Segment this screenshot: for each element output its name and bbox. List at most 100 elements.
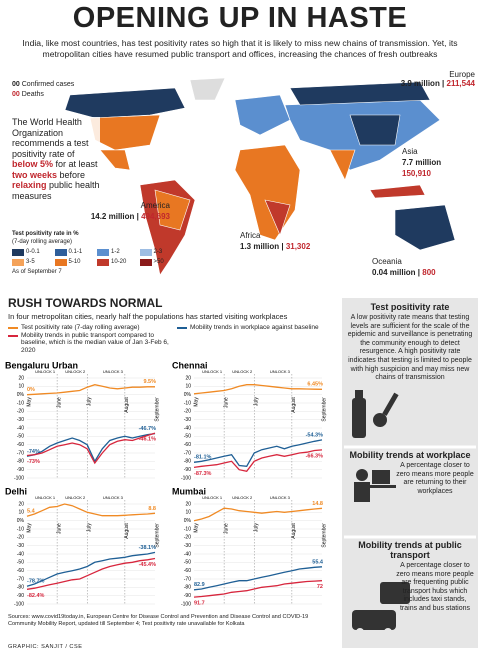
series-line	[193, 580, 323, 598]
y-tick-label: -100	[181, 475, 191, 481]
unlock-label: UNLOCK 1	[35, 369, 56, 374]
chart: Delhi 20 10 0% -10 -20 -30 -40 -50 -60 -70 -80 -90 -1…	[5, 486, 160, 607]
y-tick-label: 10	[18, 384, 24, 390]
legend-line	[8, 334, 18, 337]
unlock-label: UNLOCK 1	[202, 495, 223, 500]
section-title: RUSH TOWARDS NORMAL	[8, 296, 163, 310]
y-tick-label: -60	[17, 568, 24, 574]
value-label: 14.8	[312, 501, 323, 507]
credit: GRAPHIC: SANJIT / CSE	[8, 644, 83, 650]
y-tick-label: -80	[17, 459, 24, 465]
legend-label: Mobility trends in public transport comp…	[21, 331, 169, 354]
y-tick-label: 20	[18, 375, 24, 381]
unlock-label: UNLOCK 2	[232, 495, 253, 500]
legend-swatch	[139, 258, 152, 266]
sidebar-text: A percentage closer to zero means more p…	[396, 462, 474, 495]
value-label: 6.45%	[307, 382, 323, 388]
legend-subtitle: (7-day rolling average)	[12, 239, 73, 245]
value-label: -81.1%	[194, 455, 212, 461]
y-tick-label: 0%	[184, 392, 192, 398]
legend-swatch	[54, 248, 67, 256]
note-emphasis: two weeks	[12, 169, 58, 180]
y-tick-label: -80	[184, 585, 191, 591]
region-deaths: 150,910	[402, 169, 431, 178]
chart-title: Mumbai	[172, 486, 206, 496]
subtitle: India, like most countries, has test pos…	[22, 38, 458, 59]
y-tick-label: -80	[184, 459, 191, 465]
key-label: Confirmed cases	[21, 81, 75, 88]
world-map	[64, 77, 456, 276]
y-tick-label: -80	[17, 585, 24, 591]
region-oceania: Oceania 0.04 million | 800	[372, 257, 436, 277]
legend-label: 0-0.1	[26, 249, 40, 255]
y-tick-label: -60	[17, 442, 24, 448]
legend-swatch	[139, 248, 152, 256]
y-tick-label: -30	[17, 543, 24, 549]
value-label: 72	[317, 584, 323, 590]
unlock-label: UNLOCK 2	[232, 369, 253, 374]
y-tick-label: -10	[184, 400, 191, 406]
legend-title: Test positivity rate in %	[12, 231, 79, 237]
value-label: -73%	[27, 459, 40, 465]
y-tick-label: -60	[184, 568, 191, 574]
value-label: -46.7%	[139, 426, 157, 432]
y-tick-label: -90	[184, 593, 191, 599]
key-sample: 00	[12, 81, 20, 88]
y-tick-label: 10	[18, 510, 24, 516]
region-cases: 3.9 million	[400, 79, 440, 88]
x-tick-label: June	[56, 397, 62, 408]
y-tick-label: -50	[17, 434, 24, 440]
x-tick-label: May	[26, 523, 32, 533]
legend-swatch	[12, 248, 24, 256]
note-emphasis: below 5%	[12, 159, 54, 169]
legend-item: 10-20	[97, 258, 140, 266]
series-line	[26, 432, 156, 465]
region-name: Oceania	[372, 257, 402, 266]
sidebar-title: Test positivity rate	[370, 302, 450, 312]
x-tick-label: June	[223, 397, 229, 408]
x-tick-label: July	[87, 397, 93, 406]
value-label: 82.9	[194, 582, 205, 588]
legend-swatch	[97, 258, 109, 266]
x-tick-label: May	[26, 397, 32, 407]
map-key: 00 Confirmed cases 00 Deaths	[12, 80, 74, 100]
region-america: America 14.2 million | 494,693	[60, 200, 170, 222]
y-tick-label: -100	[14, 601, 24, 607]
y-tick-label: 10	[185, 384, 191, 390]
note-text: before	[57, 169, 86, 180]
note-text: The World Health Organization recommends…	[12, 117, 89, 159]
x-tick-label: July	[254, 523, 260, 532]
y-tick-label: 20	[185, 501, 191, 507]
series-line	[193, 449, 323, 473]
region-cases: 0.04 million	[372, 268, 416, 277]
series-line	[193, 384, 323, 395]
y-tick-label: -10	[184, 526, 191, 532]
legend-line	[8, 327, 18, 329]
note-text: public health measures	[12, 180, 100, 201]
value-label: -78.7%	[27, 579, 45, 585]
y-tick-label: -100	[14, 475, 24, 481]
legend-item: 0.1-1	[54, 248, 98, 256]
y-tick-label: -30	[184, 417, 191, 423]
unlock-label: UNLOCK 2	[65, 495, 86, 500]
section-subtitle: In four metropolitan cities, nearly half…	[8, 312, 288, 321]
x-tick-label: September	[154, 523, 160, 548]
y-tick-label: -40	[184, 551, 191, 557]
series-line	[26, 432, 156, 463]
chart-legend: Test positivity rate (7-day rolling aver…	[8, 324, 338, 354]
legend-label: 10-20	[111, 259, 127, 265]
value-label: 8.8	[148, 506, 156, 512]
value-label: 91.7	[194, 601, 205, 607]
value-label: 9.5%	[143, 379, 156, 385]
y-tick-label: -50	[184, 434, 191, 440]
y-tick-label: -40	[17, 551, 24, 557]
y-tick-label: -70	[184, 576, 191, 582]
series-line	[193, 566, 323, 591]
chart-title: Delhi	[5, 486, 27, 496]
region-deaths: 31,302	[285, 242, 311, 251]
legend-item: 5-10	[54, 258, 98, 266]
sidebar-title: Mobility trends at public transport	[358, 540, 462, 560]
y-tick-label: 20	[18, 501, 24, 507]
